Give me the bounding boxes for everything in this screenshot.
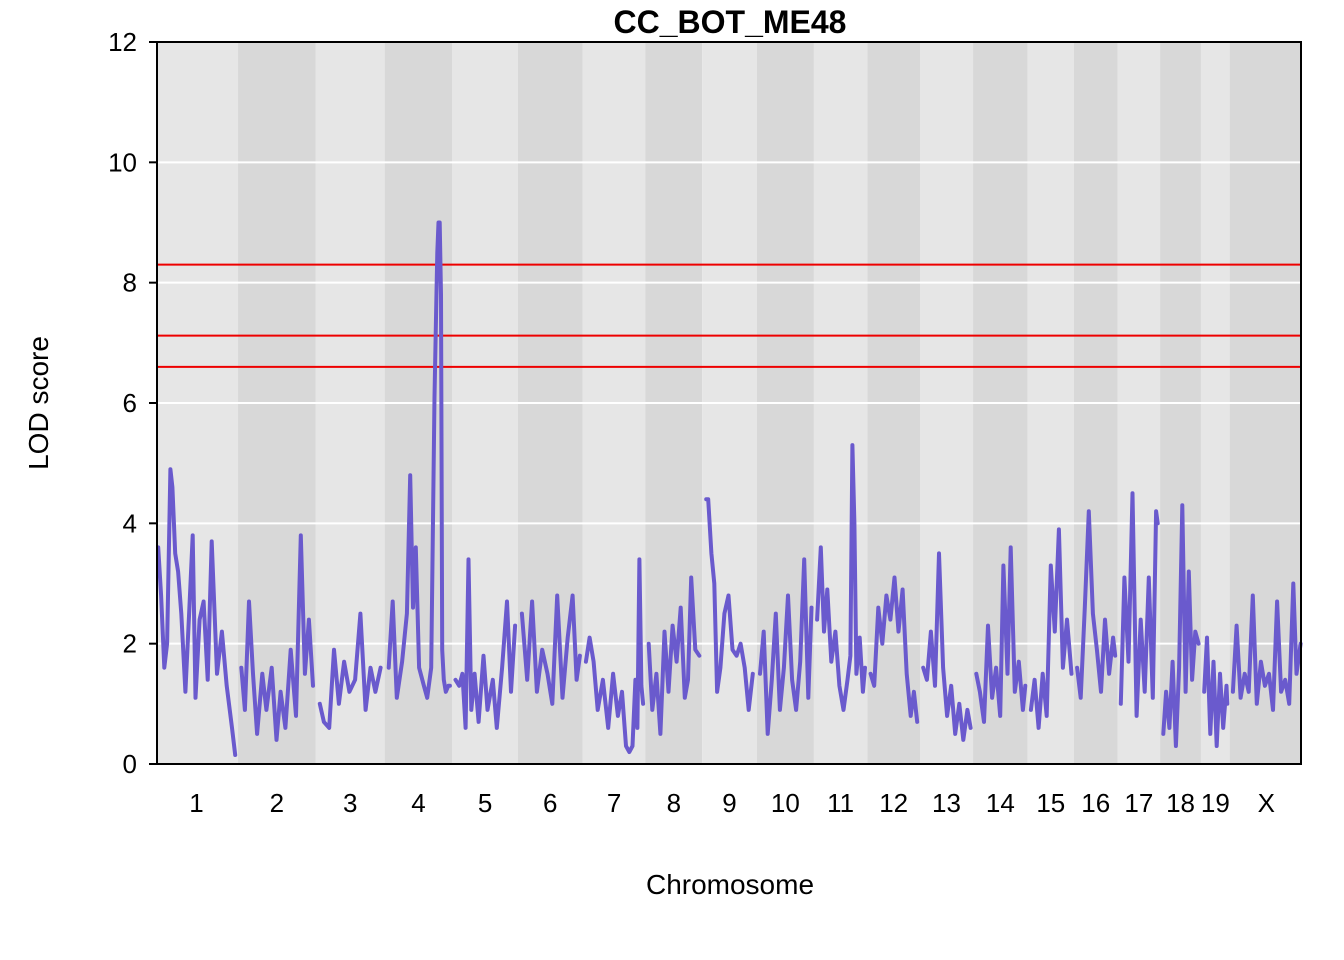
x-tick-label-chr-10: 10: [771, 788, 800, 818]
y-tick-label-2: 2: [123, 629, 137, 659]
x-tick-label-chr-15: 15: [1036, 788, 1065, 818]
x-tick-label-chr-11: 11: [827, 788, 854, 818]
y-axis-ticks: 0 2 4 6 8 10 12: [108, 27, 157, 779]
x-tick-label-chr-1: 1: [189, 788, 203, 818]
y-tick-label-8: 8: [123, 268, 137, 298]
lod-line-chr-3: [317, 611, 383, 730]
x-axis-ticks: 1 2 3 4 5 6 7 8 9 10 11 12 13 14 15 16 17 18 19 X: [189, 788, 1275, 818]
x-tick-label-chr-3: 3: [343, 788, 357, 818]
lod-line-chr-16: [1075, 509, 1118, 700]
x-tick-label-chr-x: X: [1258, 788, 1275, 818]
x-tick-label-chr-8: 8: [667, 788, 681, 818]
x-tick-label-chr-13: 13: [932, 788, 961, 818]
x-tick-label-chr-19: 19: [1201, 788, 1230, 818]
lod-line-chr-x: [1230, 581, 1303, 712]
x-tick-label-chr-14: 14: [986, 788, 1015, 818]
lod-line-chr-8: [646, 575, 702, 736]
x-tick-label-chr-12: 12: [879, 788, 908, 818]
lod-line-chr-9: [704, 497, 755, 712]
x-tick-label-chr-16: 16: [1081, 788, 1110, 818]
x-tick-label-chr-17: 17: [1124, 788, 1153, 818]
lod-line-chr-6: [519, 593, 582, 706]
lod-line-chr-18: [1161, 503, 1201, 748]
x-tick-label-chr-5: 5: [478, 788, 492, 818]
x-tick-label-chr-2: 2: [270, 788, 284, 818]
lod-line-chr-14: [974, 545, 1028, 724]
lod-curve: [156, 220, 1303, 757]
lod-line-chr-19: [1202, 635, 1230, 748]
y-tick-label-0: 0: [123, 749, 137, 779]
x-tick-label-chr-4: 4: [411, 788, 425, 818]
x-tick-label-chr-6: 6: [543, 788, 557, 818]
lod-line-chr-12: [868, 575, 920, 724]
lod-line-chr-1: [156, 467, 238, 757]
lod-line-chr-5: [453, 557, 518, 730]
x-tick-label-chr-7: 7: [607, 788, 621, 818]
x-axis-label: Chromosome: [646, 869, 814, 900]
lod-line-chr-4: [386, 220, 452, 700]
grid-lines: [157, 161, 1301, 645]
lod-line-chr-15: [1028, 527, 1074, 730]
x-tick-label-chr-9: 9: [722, 788, 736, 818]
x-tick-label-chr-18: 18: [1166, 788, 1195, 818]
threshold-lines: [157, 263, 1301, 368]
lod-line-chr-10: [758, 557, 814, 736]
y-tick-label-12: 12: [108, 27, 137, 57]
lod-line-chr-11: [815, 443, 867, 712]
y-axis-label: LOD score: [23, 336, 54, 470]
lod-line-chr-7: [583, 557, 646, 754]
y-tick-label-10: 10: [108, 147, 137, 177]
chart-title: CC_BOT_ME48: [614, 4, 847, 40]
y-tick-label-4: 4: [123, 508, 137, 538]
lod-line-chr-2: [239, 533, 315, 742]
y-tick-label-6: 6: [123, 388, 137, 418]
lod-line-chr-17: [1118, 491, 1160, 718]
lod-line-chr-13: [921, 551, 973, 742]
